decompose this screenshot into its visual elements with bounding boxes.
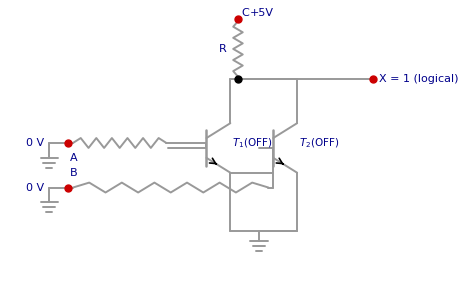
- Text: 0 V: 0 V: [26, 138, 44, 148]
- Text: X = 1 (logical): X = 1 (logical): [379, 74, 459, 83]
- Text: $T_2$(OFF): $T_2$(OFF): [299, 136, 339, 150]
- Text: $T_1$(OFF): $T_1$(OFF): [232, 136, 273, 150]
- Text: R: R: [219, 44, 227, 54]
- Text: C: C: [242, 8, 249, 18]
- Text: A: A: [70, 153, 78, 163]
- Text: B: B: [70, 168, 78, 178]
- Text: +5V: +5V: [249, 8, 273, 18]
- Text: 0 V: 0 V: [26, 183, 44, 193]
